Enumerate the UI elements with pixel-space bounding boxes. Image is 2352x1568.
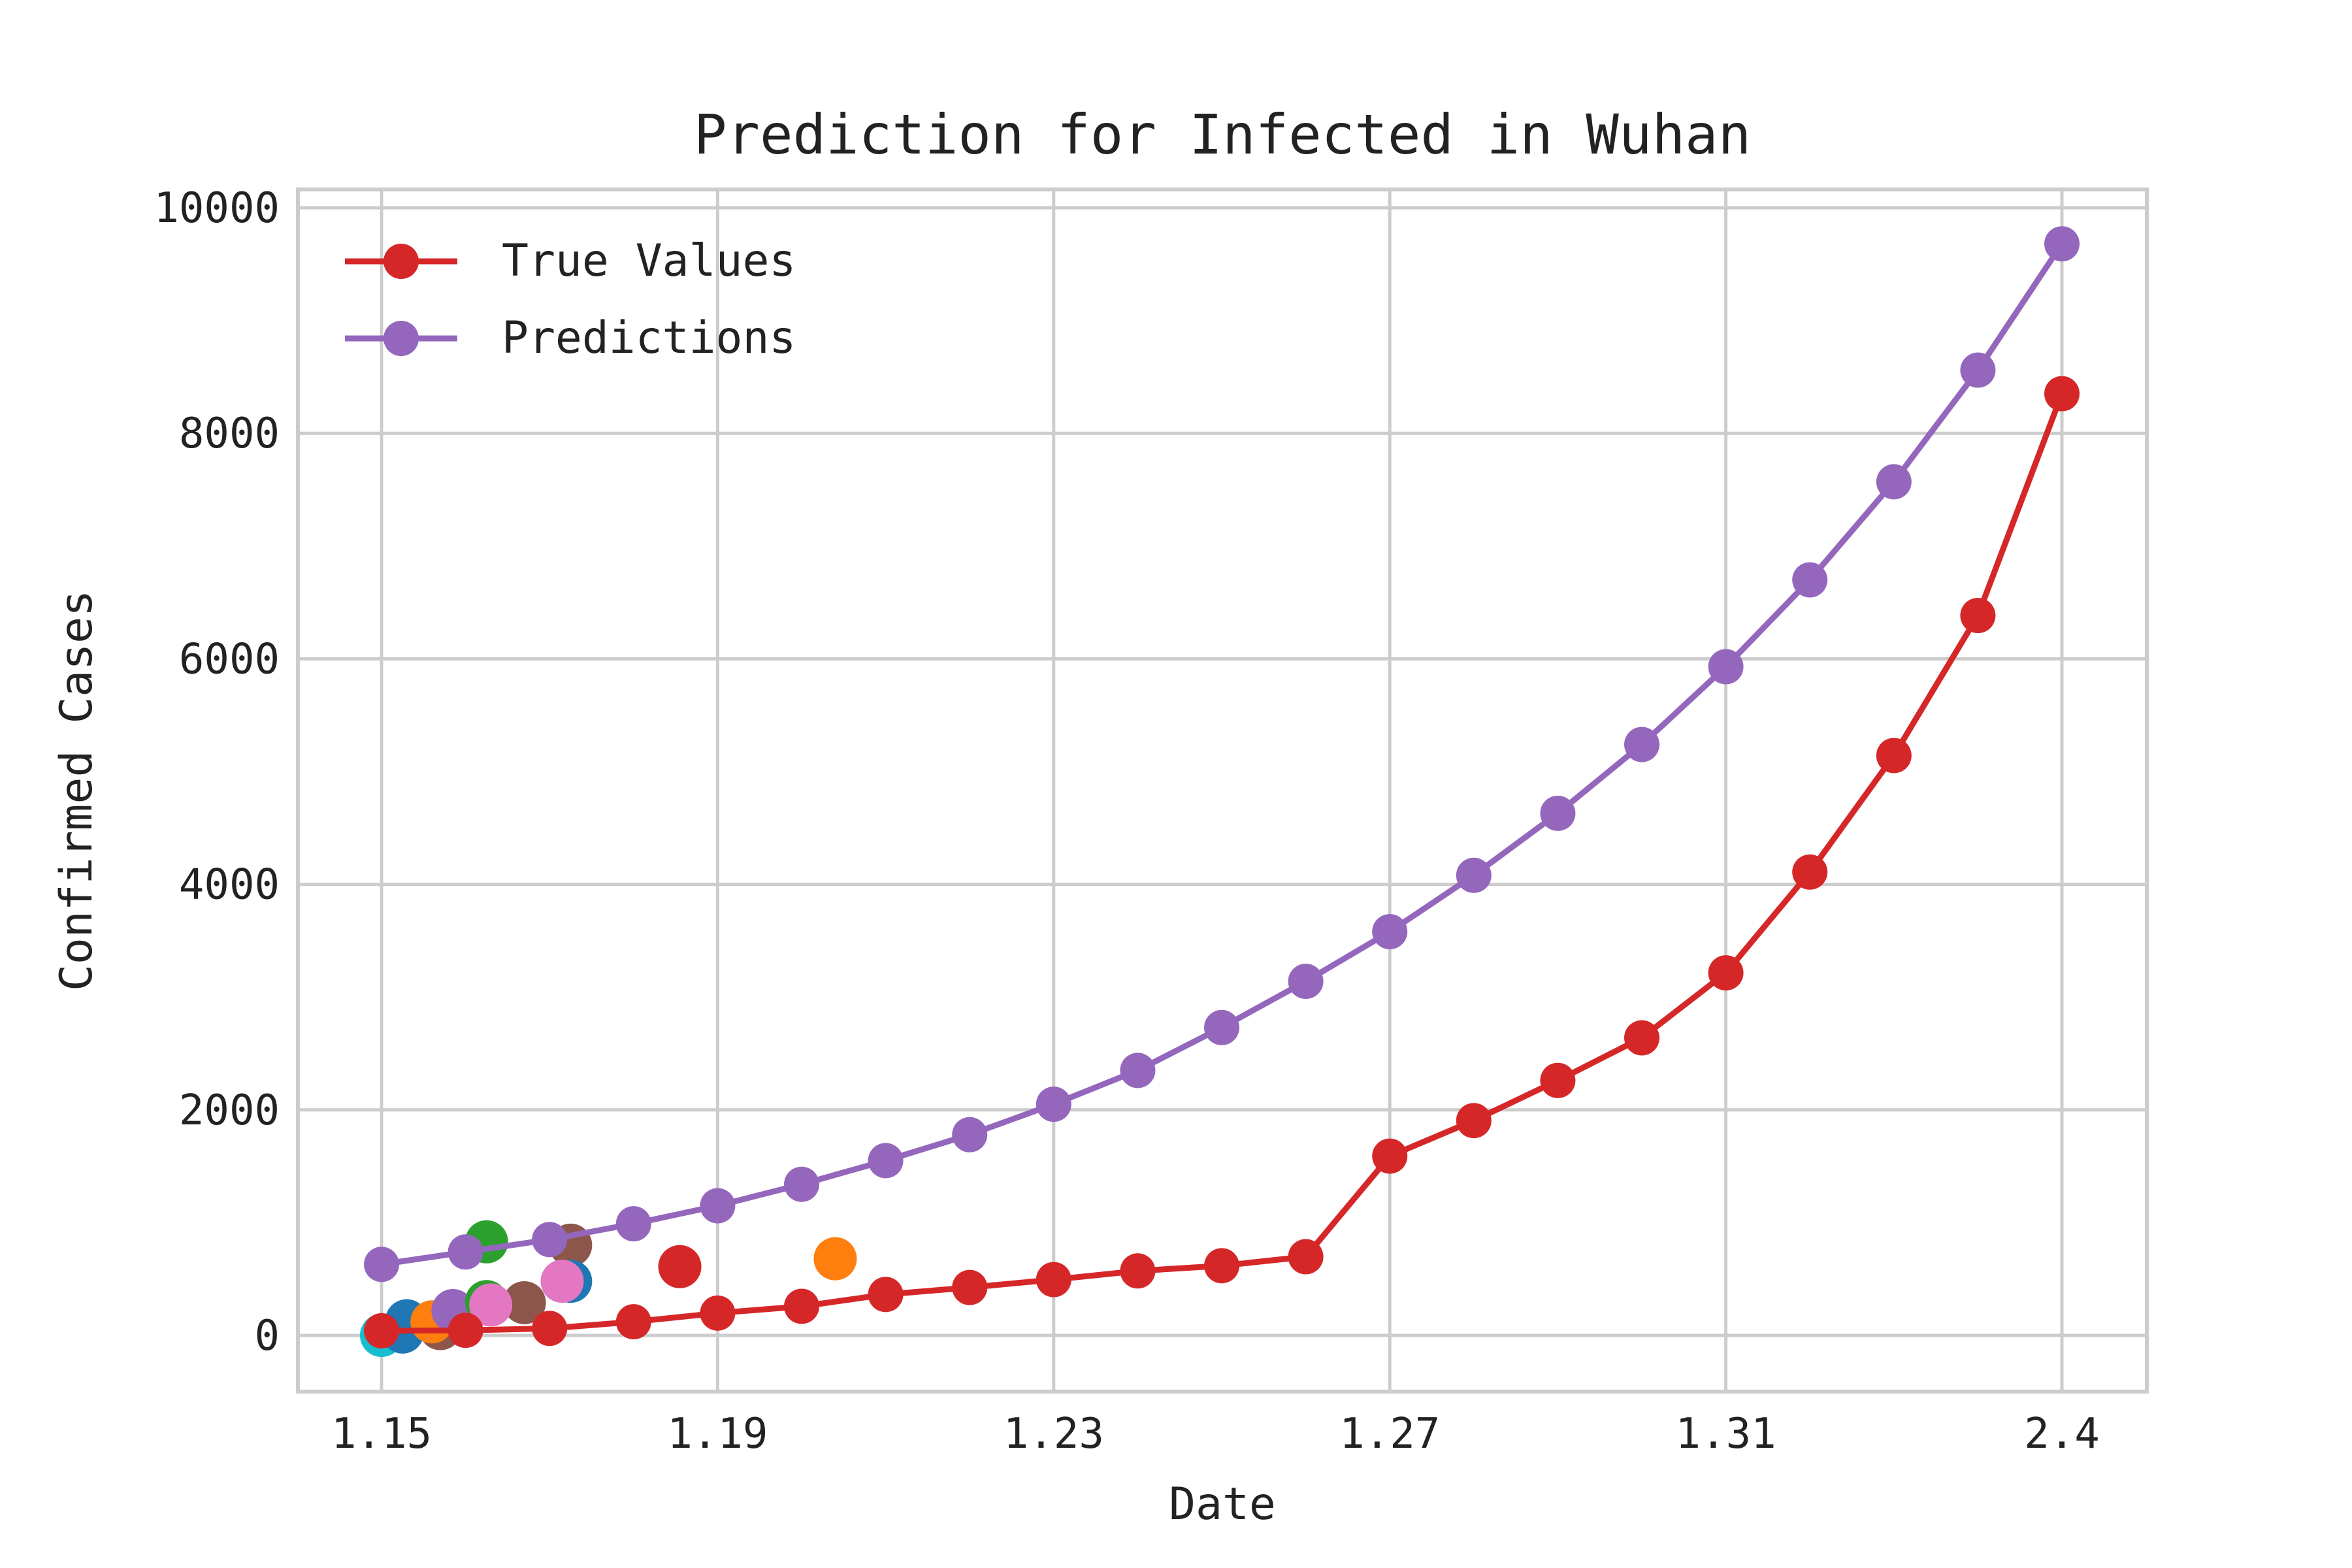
legend-label-1: Predictions	[502, 312, 796, 364]
series-0-point-15	[1624, 1020, 1659, 1056]
y-tick-labels: 0 2000 4000 6000 8000 10000	[154, 184, 280, 1360]
series-0-point-17	[1792, 854, 1828, 890]
series-1-point-11	[1288, 964, 1324, 1000]
y-tick-label-3: 6000	[179, 635, 280, 683]
series-0-point-14	[1540, 1062, 1576, 1098]
series-1-point-6	[868, 1143, 904, 1179]
x-tick-label-5: 2.4	[2024, 1410, 2100, 1458]
series-1-point-7	[952, 1117, 988, 1152]
series-1-point-10	[1204, 1009, 1239, 1045]
y-tick-label-2: 4000	[179, 861, 280, 909]
series-1-point-3	[615, 1206, 651, 1242]
series-1-point-20	[2044, 226, 2080, 262]
extra-marker-9	[469, 1283, 513, 1327]
series-1-point-9	[1120, 1053, 1156, 1088]
series-0-point-12	[1372, 1138, 1408, 1174]
x-tick-label-4: 1.31	[1676, 1410, 1776, 1458]
x-tick-label-2: 1.23	[1004, 1410, 1104, 1458]
series-1-point-8	[1036, 1086, 1071, 1122]
series-1-point-15	[1624, 727, 1659, 762]
legend-marker-0	[384, 244, 419, 279]
series-0-point-6	[868, 1277, 904, 1313]
series-0-point-4	[700, 1295, 736, 1331]
series-0-point-19	[1960, 598, 1996, 634]
series-1-point-12	[1372, 914, 1408, 950]
series-1-point-2	[532, 1222, 568, 1258]
y-tick-label-5: 10000	[154, 184, 280, 233]
x-tick-labels: 1.15 1.19 1.23 1.27 1.31 2.4	[331, 1410, 2100, 1458]
series-0-point-7	[952, 1269, 988, 1305]
series-0-point-0	[364, 1313, 399, 1348]
series-1-point-16	[1708, 649, 1744, 685]
series-1-point-18	[1876, 464, 1912, 500]
series-0-point-5	[784, 1288, 819, 1324]
series-1-point-17	[1792, 562, 1828, 598]
series-0-point-2	[532, 1311, 568, 1347]
series-1-point-5	[784, 1166, 819, 1202]
y-tick-label-0: 0	[254, 1312, 280, 1360]
legend-marker-1	[384, 321, 419, 356]
x-tick-label-0: 1.15	[331, 1410, 432, 1458]
extra-marker-14	[813, 1237, 857, 1281]
series-0-point-8	[1036, 1262, 1071, 1298]
extra-marker-12	[540, 1260, 584, 1303]
series-1-point-0	[364, 1247, 399, 1282]
series-1-point-1	[448, 1234, 483, 1270]
chart-title: Prediction for Infected in Wuhan	[694, 103, 1751, 167]
extra-marker-13	[658, 1245, 702, 1288]
series-0-point-1	[448, 1313, 483, 1348]
series-0-point-13	[1456, 1103, 1492, 1139]
series-1-point-19	[1960, 352, 1996, 388]
legend-label-0: True Values	[502, 235, 796, 287]
series-0-point-16	[1708, 955, 1744, 991]
series-0-point-20	[2044, 376, 2080, 412]
x-tick-label-3: 1.27	[1339, 1410, 1440, 1458]
series-0-point-18	[1876, 738, 1912, 774]
series-0-point-3	[615, 1304, 651, 1340]
x-tick-label-1: 1.19	[667, 1410, 768, 1458]
series-0-point-10	[1204, 1248, 1239, 1284]
series-1-point-14	[1540, 795, 1576, 831]
series-0-point-11	[1288, 1239, 1324, 1275]
plot-frame	[296, 188, 2149, 1394]
series-1-point-4	[700, 1188, 736, 1224]
extra-marker-8	[502, 1281, 546, 1324]
x-axis-label: Date	[1169, 1478, 1276, 1530]
legend: True Values Predictions	[345, 235, 796, 364]
series-1-point-13	[1456, 857, 1492, 893]
y-tick-label-1: 2000	[179, 1086, 280, 1135]
series-lines	[364, 226, 2080, 1348]
series-0-point-9	[1120, 1253, 1156, 1289]
y-axis-label: Confirmed Cases	[51, 590, 103, 991]
y-tick-label-4: 8000	[179, 410, 280, 458]
